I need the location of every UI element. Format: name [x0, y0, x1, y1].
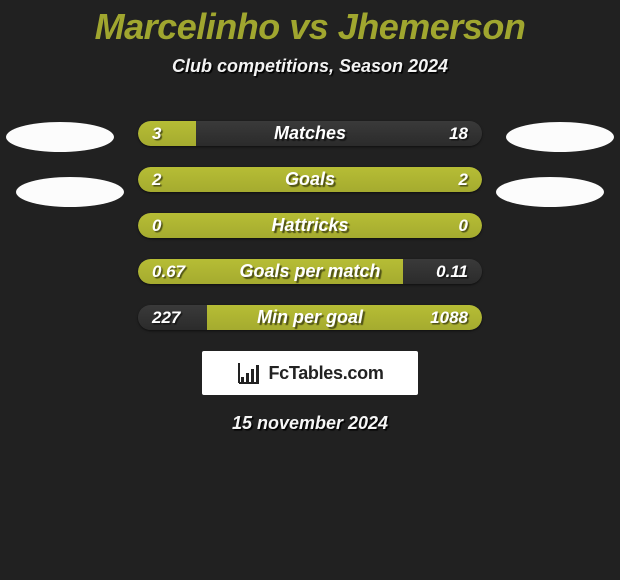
- player-left-oval-1: [6, 122, 114, 152]
- stat-row: Matches3 18: [138, 121, 482, 146]
- stat-label: Hattricks: [138, 213, 482, 238]
- stat-value-right: 2: [459, 167, 468, 192]
- player-left-oval-2: [16, 177, 124, 207]
- brand-chart-icon: [236, 360, 262, 386]
- stat-value-left: 0.67: [152, 259, 185, 284]
- stat-label: Goals: [138, 167, 482, 192]
- stat-row: Goals2 2: [138, 167, 482, 192]
- stat-row: Goals per match0.67 0.11: [138, 259, 482, 284]
- stat-value-right: 1088: [430, 305, 468, 330]
- stat-value-right: 18: [449, 121, 468, 146]
- player-right-oval-2: [496, 177, 604, 207]
- player-right-oval-1: [506, 122, 614, 152]
- stat-value-left: 3: [152, 121, 161, 146]
- comparison-title: Marcelinho vs Jhemerson: [0, 0, 620, 48]
- stat-row: Min per goal2271088: [138, 305, 482, 330]
- chart-area: Matches3 18 Goals2 2 Hattricks0 0 Goals per ma…: [0, 107, 620, 330]
- stat-row: Hattricks0 0: [138, 213, 482, 238]
- brand-text: FcTables.com: [268, 363, 383, 384]
- stage: Marcelinho vs Jhemerson Club competition…: [0, 0, 620, 580]
- stat-value-left: 2: [152, 167, 161, 192]
- stat-value-left: 0: [152, 213, 161, 238]
- date-line: 15 november 2024: [0, 413, 620, 434]
- stat-value-right: 0.11: [436, 259, 468, 284]
- brand-box: FcTables.com: [202, 351, 418, 395]
- stat-label: Goals per match: [138, 259, 482, 284]
- stat-value-right: 0: [459, 213, 468, 238]
- comparison-subtitle: Club competitions, Season 2024: [0, 56, 620, 77]
- stat-value-left: 227: [152, 305, 180, 330]
- stat-label: Matches: [138, 121, 482, 146]
